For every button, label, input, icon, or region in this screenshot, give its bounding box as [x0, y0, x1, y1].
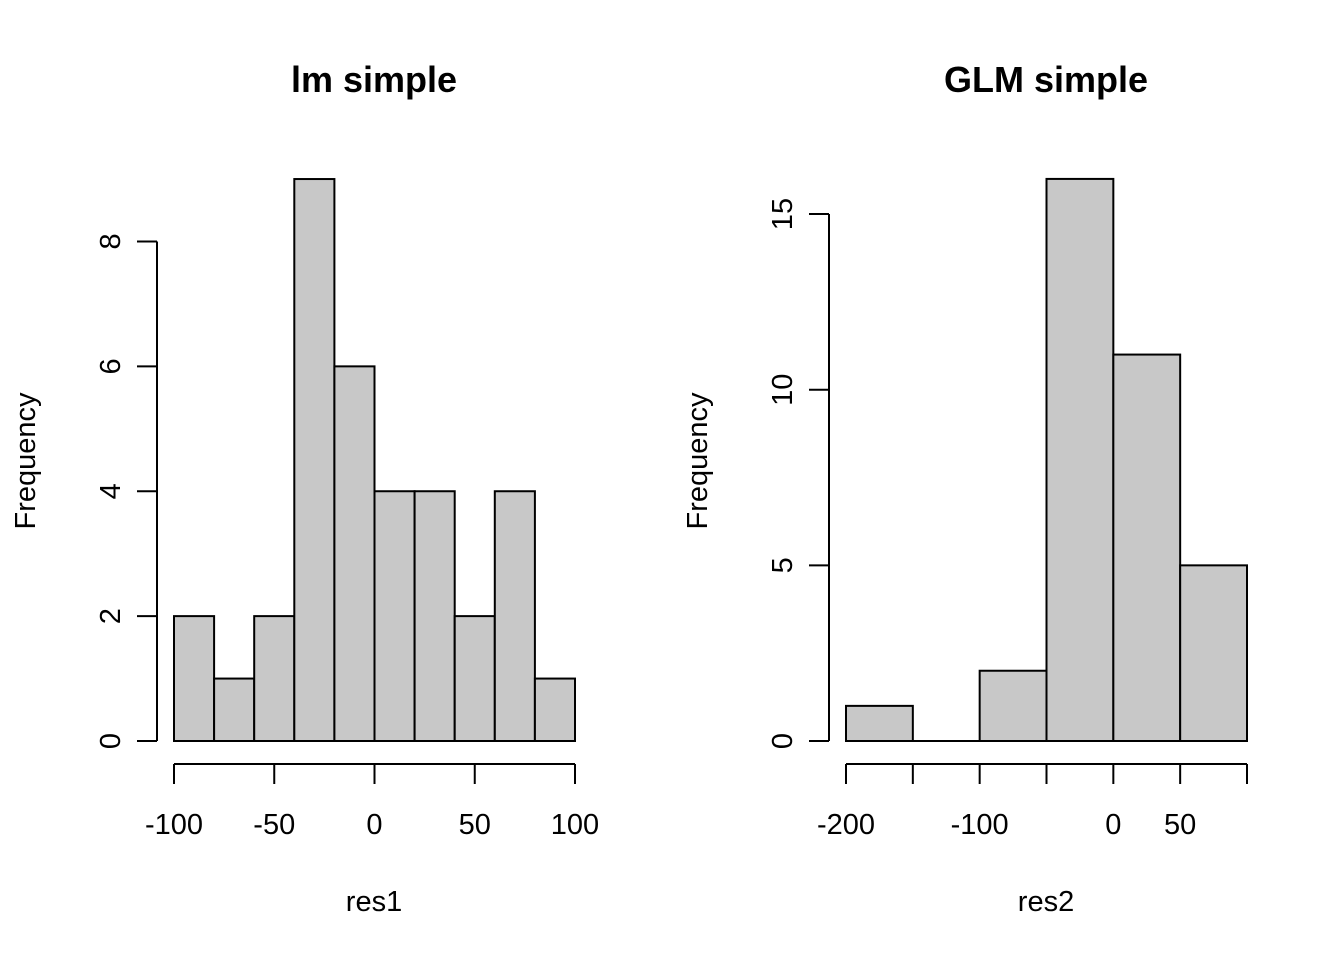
x-tick-label: -100: [145, 809, 203, 841]
x-tick-label: 0: [366, 809, 382, 841]
histogram-bar: [253, 615, 296, 742]
panel-lm-simple: lm simple res1 Frequency -100 -50 0 50 100 0…: [10, 59, 599, 918]
y-tick-label: 0: [95, 733, 127, 749]
bars-group: [845, 177, 1248, 743]
histogram-bar: [293, 178, 336, 743]
panel-glm-simple: GLM simple res2 Frequency -200 -100 0 50 0 5…: [682, 59, 1248, 918]
y-tick-label: 5: [767, 557, 799, 573]
histogram-bar: [533, 677, 577, 742]
chart-title: GLM simple: [944, 59, 1148, 100]
histogram-bar: [213, 677, 256, 742]
x-tick-label: -100: [951, 809, 1009, 841]
y-tick-label: 0: [767, 733, 799, 749]
y-tick-label: 2: [95, 608, 127, 624]
y-axis-label: Frequency: [682, 392, 714, 530]
histogram-bar: [493, 490, 536, 742]
y-tick-label: 4: [95, 483, 127, 499]
histogram-bar: [1179, 564, 1248, 742]
histogram-bar: [1112, 353, 1182, 742]
histogram-bar: [373, 490, 416, 742]
x-tick-label: -50: [253, 809, 295, 841]
x-axis-label: res2: [1018, 886, 1074, 918]
x-tick-label: 50: [459, 809, 491, 841]
x-axis-label: res1: [346, 886, 402, 918]
y-tick-label: 8: [95, 233, 127, 249]
chart-title: lm simple: [291, 59, 457, 100]
x-tick-label: 100: [551, 809, 599, 841]
bars-group: [173, 178, 577, 743]
x-axis: -200 -100 0 50: [817, 763, 1248, 841]
x-tick-label: 50: [1164, 809, 1196, 841]
histogram-bar: [845, 704, 914, 742]
x-axis: -100 -50 0 50 100: [145, 763, 599, 841]
y-tick-label: 15: [767, 198, 799, 230]
histogram-bar: [978, 669, 1048, 742]
y-tick-label: 6: [95, 358, 127, 374]
x-tick-label: 0: [1105, 809, 1121, 841]
y-axis: 0 5 10 15: [767, 198, 830, 749]
histogram-bar: [1045, 177, 1115, 743]
histogram-bar: [333, 365, 376, 742]
histogram-bar: [173, 615, 216, 742]
x-tick-label: -200: [817, 809, 875, 841]
y-axis: 0 2 4 6 8: [95, 233, 158, 749]
y-tick-label: 10: [767, 374, 799, 406]
histogram-bar: [453, 615, 496, 742]
histogram-bar: [413, 490, 456, 742]
y-axis-label: Frequency: [10, 392, 42, 530]
